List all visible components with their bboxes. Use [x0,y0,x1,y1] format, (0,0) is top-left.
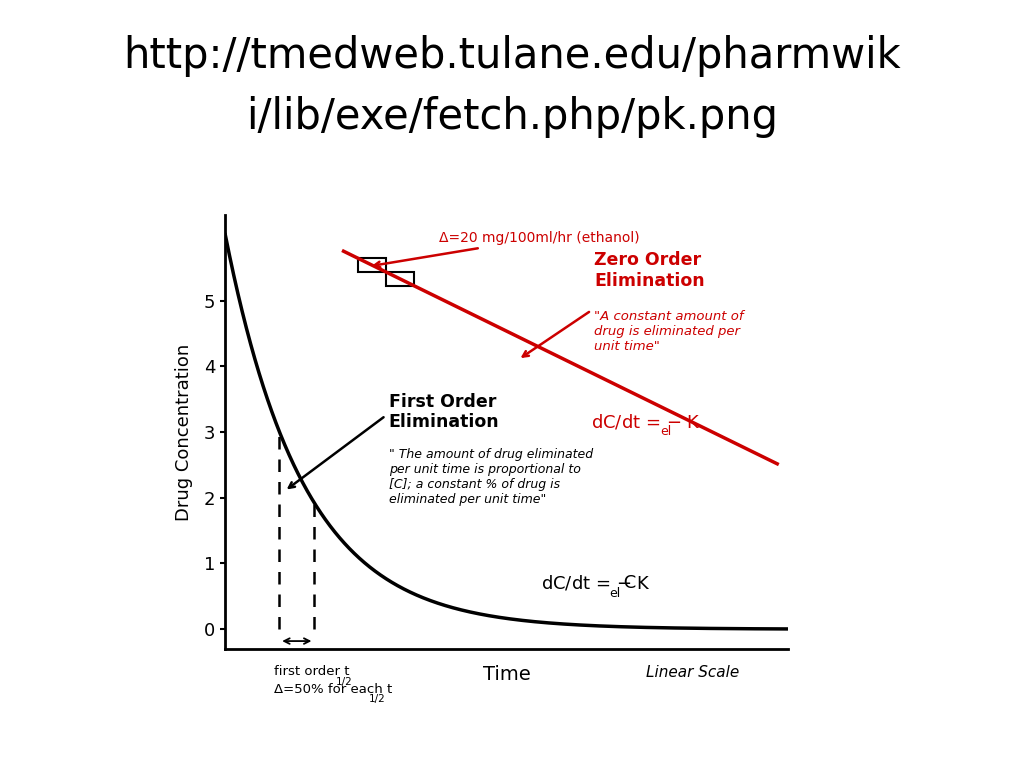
Text: " The amount of drug eliminated
per unit time is proportional to
[C]; a constant: " The amount of drug eliminated per unit… [389,449,593,506]
Text: Δ=20 mg/100ml/hr (ethanol): Δ=20 mg/100ml/hr (ethanol) [375,231,640,267]
Text: first order t: first order t [273,665,349,678]
Text: First Order
Elimination: First Order Elimination [389,392,500,432]
Text: dC/dt = $-$ K: dC/dt = $-$ K [541,574,650,593]
Bar [357,258,386,272]
Text: el: el [609,587,621,600]
Y-axis label: Drug Concentration: Drug Concentration [175,343,193,521]
Text: Linear Scale: Linear Scale [646,665,739,680]
Text: C: C [617,574,636,592]
Text: Δ=50% for each t: Δ=50% for each t [273,684,392,696]
Text: 1/2: 1/2 [369,694,385,703]
Text: Time: Time [483,665,530,684]
Text: "A ​constant amount​ of
drug is eliminated per
unit time​": "A ​constant amount​ of drug is eliminat… [594,310,743,353]
Text: 1/2: 1/2 [336,677,352,687]
Text: i/lib/exe/fetch.php/pk.png: i/lib/exe/fetch.php/pk.png [246,96,778,138]
Bar [386,272,414,286]
Text: http://tmedweb.tulane.edu/pharmwik: http://tmedweb.tulane.edu/pharmwik [123,35,901,77]
Text: dC/dt = $-$ K: dC/dt = $-$ K [592,412,701,432]
Text: el: el [660,425,672,439]
Text: Zero Order
Elimination: Zero Order Elimination [594,251,705,290]
